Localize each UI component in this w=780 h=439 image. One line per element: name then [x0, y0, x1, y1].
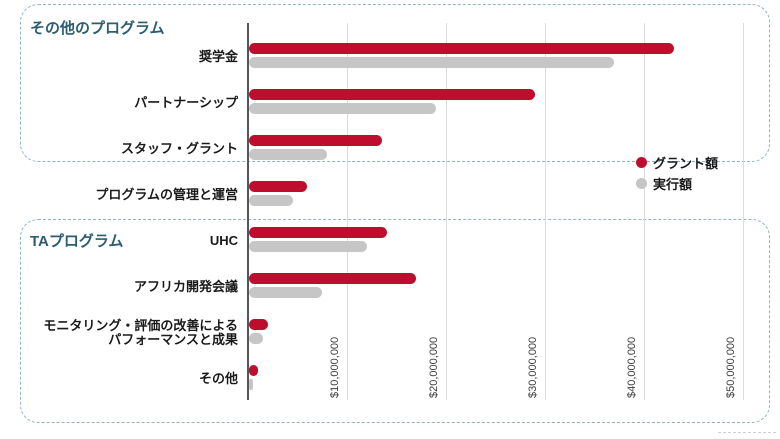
- exec-bar-5: [249, 287, 322, 298]
- group-label-other-programs: その他のプログラム: [30, 20, 165, 37]
- grant-bar-5: [249, 273, 416, 284]
- category-label: UHC: [209, 233, 238, 248]
- legend: グラント額 実行額: [636, 153, 718, 192]
- exec-bar-4: [249, 241, 367, 252]
- grant-bar-2: [249, 135, 382, 146]
- grant-bar-0: [249, 43, 674, 54]
- legend-item-exec: 実行額: [636, 174, 718, 192]
- exec-bar-6: [249, 333, 263, 344]
- grant-bar-4: [249, 227, 387, 238]
- x-tick-label: $50,000,000: [725, 336, 737, 398]
- exec-bar-3: [249, 195, 293, 206]
- x-tick-label: $10,000,000: [329, 336, 341, 398]
- category-label: 奨学金: [198, 49, 238, 64]
- exec-bar-0: [249, 57, 614, 68]
- exec-bar-1: [249, 103, 436, 114]
- group-box-other-programs: [20, 4, 770, 162]
- y-axis-line: [247, 23, 249, 400]
- x-tick-label: $20,000,000: [428, 336, 440, 398]
- category-label: アフリカ開発会議: [133, 279, 238, 294]
- exec-bar-2: [249, 149, 327, 160]
- stray-dashed-line-artifact: [718, 432, 776, 433]
- legend-dot-icon: [636, 156, 647, 168]
- gridline: [347, 23, 348, 400]
- category-label: スタッフ・グラント: [120, 141, 238, 156]
- legend-item-grant: グラント額: [636, 153, 718, 171]
- gridline: [446, 23, 447, 400]
- grant-bar-6: [249, 319, 268, 330]
- category-label: プログラムの管理と運営: [95, 187, 238, 202]
- grant-bar-7: [249, 365, 258, 376]
- legend-dot-icon: [636, 177, 647, 189]
- category-label: その他: [198, 371, 238, 386]
- grant-bar-1: [249, 89, 535, 100]
- gridline: [644, 23, 645, 400]
- gridline: [545, 23, 546, 400]
- legend-label: 実行額: [653, 176, 693, 192]
- group-box-ta-program: [20, 219, 770, 423]
- x-tick-label: $30,000,000: [527, 336, 539, 398]
- group-label-ta-program: TAプログラム: [30, 233, 124, 250]
- category-label: パートナーシップ: [134, 95, 238, 110]
- exec-bar-7: [249, 379, 253, 390]
- gridline: [743, 23, 744, 400]
- category-label: モニタリング・評価の改善による パフォーマンスと成果: [43, 318, 238, 347]
- x-tick-label: $40,000,000: [626, 336, 638, 398]
- grant-bar-3: [249, 181, 307, 192]
- legend-label: グラント額: [653, 155, 719, 171]
